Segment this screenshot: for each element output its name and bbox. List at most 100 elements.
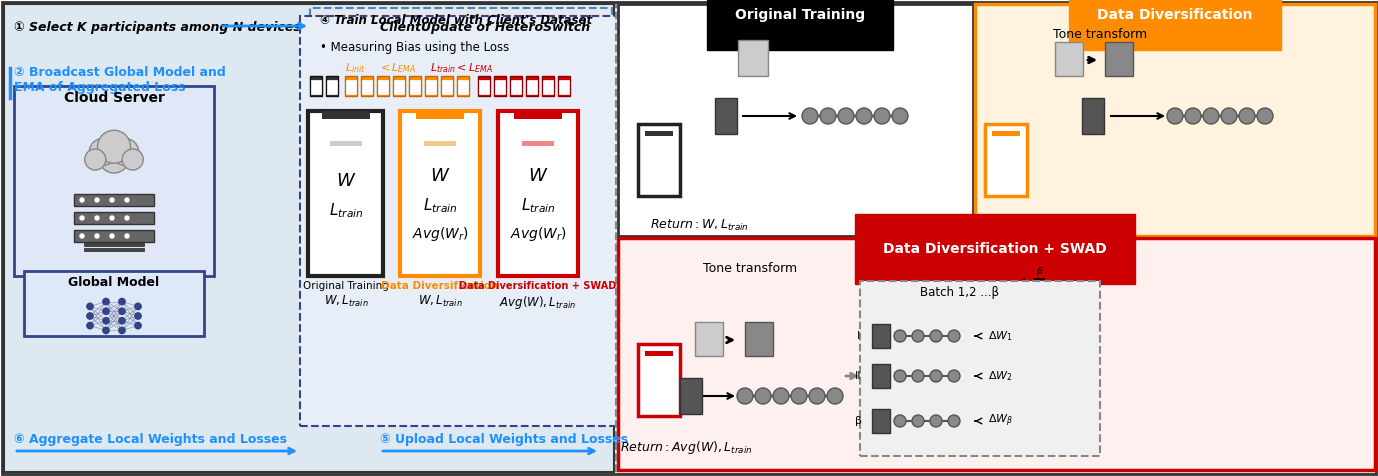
Circle shape bbox=[103, 327, 109, 334]
Bar bbox=[860, 281, 1100, 456]
Bar bbox=[411, 37, 424, 61]
Circle shape bbox=[948, 370, 960, 382]
Text: Data Diversification + SWAD: Data Diversification + SWAD bbox=[459, 281, 616, 291]
Circle shape bbox=[110, 198, 114, 202]
Bar bbox=[510, 76, 522, 96]
Text: ⑤ Upload Local Weights and Losses: ⑤ Upload Local Weights and Losses bbox=[380, 433, 628, 446]
Circle shape bbox=[1221, 108, 1237, 124]
Bar bbox=[526, 80, 537, 94]
Text: $W$: $W$ bbox=[430, 167, 451, 185]
Bar bbox=[572, 37, 586, 61]
Circle shape bbox=[90, 139, 116, 166]
Circle shape bbox=[856, 108, 872, 124]
Bar bbox=[356, 37, 371, 61]
Text: $\Delta W_1$: $\Delta W_1$ bbox=[988, 329, 1013, 343]
Bar bbox=[679, 378, 701, 414]
Text: Tone transform: Tone transform bbox=[703, 262, 796, 275]
Bar bbox=[745, 322, 773, 356]
Circle shape bbox=[930, 330, 943, 342]
Bar bbox=[84, 243, 143, 246]
Text: Data Diversification + SWAD: Data Diversification + SWAD bbox=[883, 242, 1107, 256]
Bar bbox=[346, 80, 356, 94]
Circle shape bbox=[80, 198, 84, 202]
Bar bbox=[617, 4, 973, 236]
Bar bbox=[311, 80, 321, 94]
Circle shape bbox=[874, 108, 890, 124]
Bar bbox=[482, 37, 496, 61]
Circle shape bbox=[110, 234, 114, 238]
Text: $Avg(W) = W_0 + \frac{1}{\beta}\sum_{b=1}^{\beta} \Delta W_b$: $Avg(W) = W_0 + \frac{1}{\beta}\sum_{b=1… bbox=[919, 266, 1080, 308]
Bar bbox=[518, 37, 532, 61]
Circle shape bbox=[119, 317, 125, 324]
Circle shape bbox=[95, 216, 99, 220]
Bar bbox=[985, 124, 1027, 196]
Bar bbox=[74, 194, 154, 206]
Circle shape bbox=[103, 317, 109, 324]
Circle shape bbox=[112, 139, 139, 166]
Bar bbox=[362, 80, 372, 94]
Bar bbox=[872, 364, 890, 388]
Bar bbox=[554, 37, 568, 61]
Circle shape bbox=[894, 370, 905, 382]
Text: II: II bbox=[854, 371, 861, 381]
Text: Original Training: Original Training bbox=[303, 281, 389, 291]
Circle shape bbox=[838, 108, 854, 124]
Bar bbox=[543, 80, 553, 94]
Bar bbox=[327, 76, 338, 96]
Circle shape bbox=[930, 415, 943, 427]
Bar bbox=[424, 76, 437, 96]
Bar bbox=[638, 124, 679, 196]
Circle shape bbox=[125, 234, 130, 238]
Bar bbox=[361, 76, 373, 96]
Bar bbox=[457, 76, 469, 96]
Text: ClientUpdate of HeteroSwitch: ClientUpdate of HeteroSwitch bbox=[380, 21, 590, 34]
Circle shape bbox=[1203, 108, 1220, 124]
Circle shape bbox=[80, 216, 84, 220]
Bar bbox=[409, 76, 422, 96]
Bar bbox=[992, 131, 1020, 136]
Bar bbox=[300, 16, 620, 426]
Circle shape bbox=[95, 198, 99, 202]
Text: ② Broadcast Global Model and
EMA of Aggregated Loss: ② Broadcast Global Model and EMA of Aggr… bbox=[14, 66, 226, 94]
Circle shape bbox=[755, 388, 772, 404]
Bar bbox=[441, 76, 453, 96]
Bar bbox=[84, 248, 143, 251]
Text: Original Training: Original Training bbox=[734, 8, 865, 22]
Circle shape bbox=[119, 327, 125, 334]
Circle shape bbox=[98, 130, 131, 163]
Bar bbox=[872, 324, 890, 348]
Bar bbox=[645, 351, 672, 356]
Circle shape bbox=[87, 313, 94, 319]
Bar bbox=[526, 76, 537, 96]
Bar bbox=[393, 76, 405, 96]
Bar bbox=[391, 37, 407, 61]
Bar bbox=[480, 80, 489, 94]
Bar bbox=[497, 111, 577, 276]
Bar bbox=[4, 4, 615, 472]
Circle shape bbox=[123, 149, 143, 170]
Text: $Return: Avg(W), L_{train}$: $Return: Avg(W), L_{train}$ bbox=[620, 439, 752, 456]
Text: $L_{init}$: $L_{init}$ bbox=[344, 61, 365, 75]
Circle shape bbox=[135, 322, 141, 329]
Circle shape bbox=[110, 216, 114, 220]
Bar bbox=[478, 76, 491, 96]
Bar bbox=[329, 141, 362, 146]
Bar bbox=[872, 409, 890, 433]
Circle shape bbox=[894, 415, 905, 427]
Bar bbox=[411, 80, 420, 94]
Bar bbox=[1056, 42, 1083, 76]
Circle shape bbox=[125, 216, 130, 220]
Text: Data Diversification: Data Diversification bbox=[382, 281, 499, 291]
Bar bbox=[495, 80, 504, 94]
Text: ⑥ Aggregate Local Weights and Losses: ⑥ Aggregate Local Weights and Losses bbox=[14, 433, 287, 446]
Bar bbox=[309, 111, 383, 276]
Circle shape bbox=[135, 303, 141, 309]
Bar bbox=[320, 37, 333, 61]
Bar bbox=[394, 80, 404, 94]
Bar bbox=[446, 37, 460, 61]
Circle shape bbox=[103, 298, 109, 305]
Circle shape bbox=[737, 388, 752, 404]
Circle shape bbox=[99, 143, 130, 173]
Circle shape bbox=[1167, 108, 1182, 124]
Text: $W, L_{train}$: $W, L_{train}$ bbox=[418, 294, 463, 309]
